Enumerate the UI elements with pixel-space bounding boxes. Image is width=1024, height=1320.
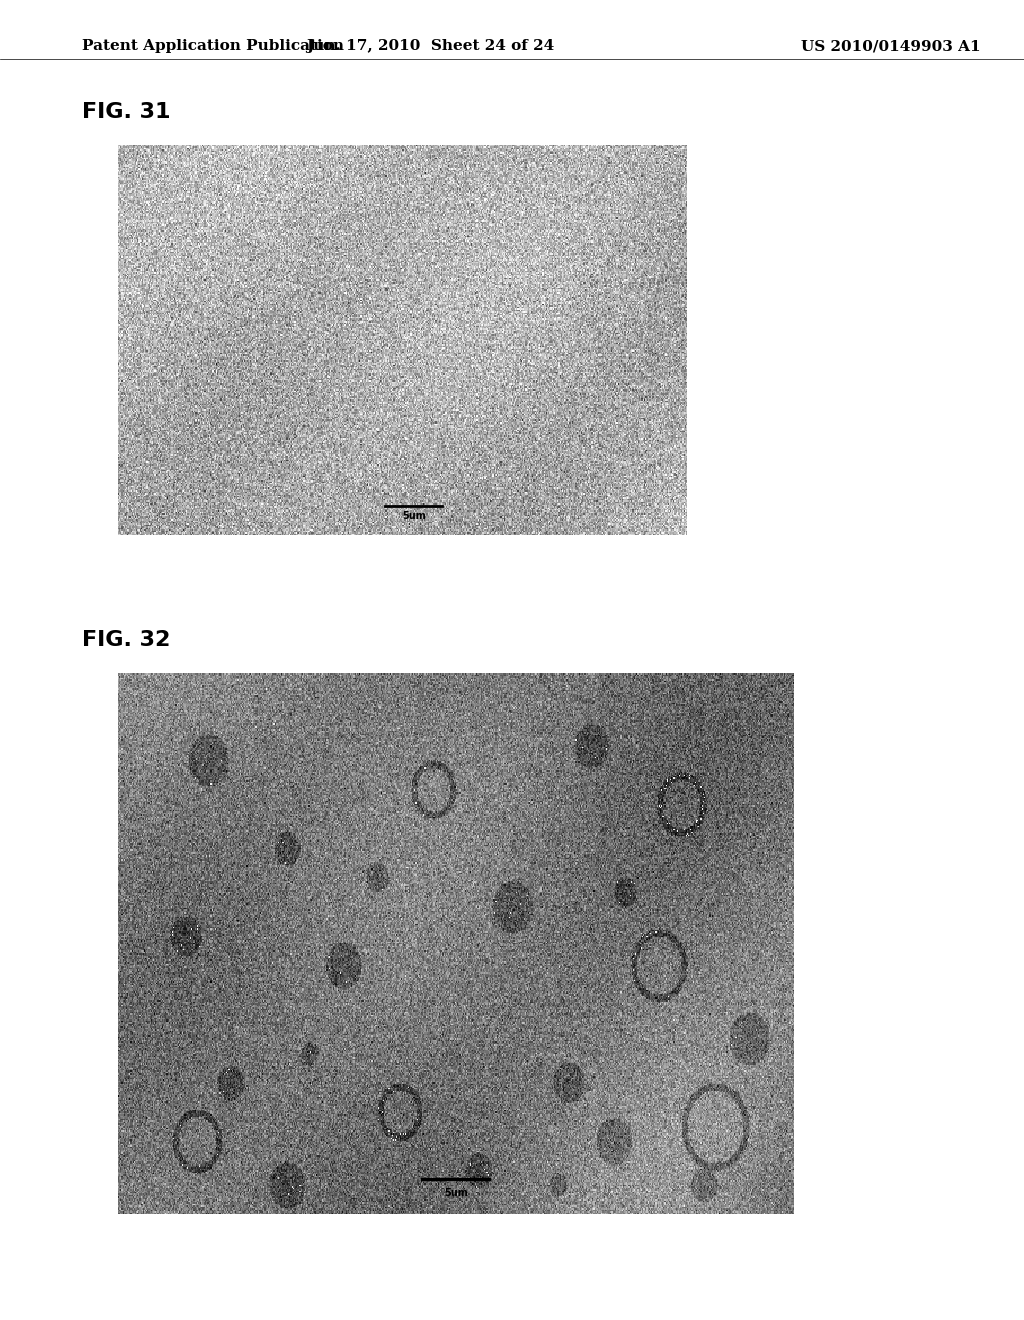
Text: 5um: 5um: [444, 1188, 468, 1197]
Text: Patent Application Publication: Patent Application Publication: [82, 40, 344, 53]
Text: FIG. 31: FIG. 31: [82, 102, 170, 123]
Text: US 2010/0149903 A1: US 2010/0149903 A1: [801, 40, 981, 53]
Text: FIG. 32: FIG. 32: [82, 630, 170, 651]
Text: 5um: 5um: [402, 511, 426, 521]
Text: Jun. 17, 2010  Sheet 24 of 24: Jun. 17, 2010 Sheet 24 of 24: [306, 40, 554, 53]
